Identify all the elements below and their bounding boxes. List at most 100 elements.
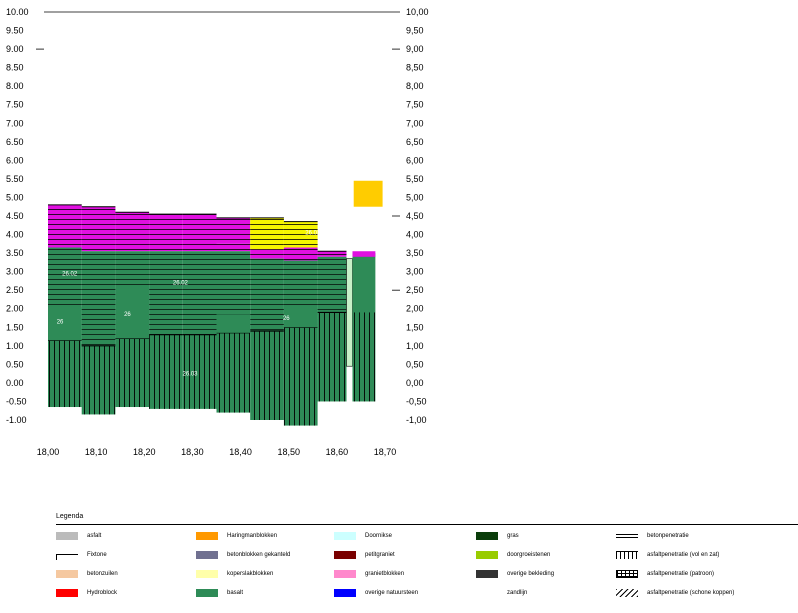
legend-swatch [616,534,638,538]
y-tick-left: -1.00 [6,415,27,425]
legend-item: betonzuilen [56,568,118,580]
legend-label: Doornikse [365,533,393,539]
legend-label: betonzuilen [87,571,118,577]
x-tick: 18,00 [37,447,60,457]
y-tick-left: 7.00 [6,118,24,128]
annotation-group: 26.02 26.02 26.02 26 26 26 26.03 [57,231,321,378]
layer-lower-hatch [250,330,284,420]
annotation-label: 26 [283,316,290,322]
y-tick-right: 7,00 [406,118,424,128]
layer-top-hatch [81,206,116,252]
legend-item: Hydroblock [56,587,117,599]
legend-swatch [56,589,78,597]
legend-item: koperslakblokken [196,568,273,580]
legend-item: asfalt [56,530,101,542]
y-tick-left: 5.50 [6,174,24,184]
y-tick-right: 1,00 [406,341,424,351]
y-tick-right: 5,50 [406,174,424,184]
y-tick-left: 6.50 [6,137,24,147]
legend-label: overige natuursteen [365,590,419,596]
layer-top-hatch [283,221,318,248]
annotation-label: 26.02 [305,231,321,237]
layer-top-hatch [115,212,150,252]
legend-swatch [476,551,498,559]
y-tick-left: 0.00 [6,378,24,388]
legend-label: asfaltpenetratie (patroon) [647,571,715,577]
y-tick-right: -0,50 [406,396,427,406]
y-tick-left: 8.50 [6,63,24,73]
layer-top-hatch [182,214,217,252]
y-tick-left: 3.50 [6,248,24,258]
legend-label: koperslakblokken [227,571,274,577]
legend-label: betonblokken gekanteld [227,552,291,558]
legend-item: betonpenetratie [616,530,689,542]
y-tick-right: 0,00 [406,378,424,388]
legend-swatch [196,551,218,559]
legend-swatch [56,570,78,578]
legend-label: asfaltpenetratie (schone koppen) [647,590,735,596]
y-tick-left: 0.50 [6,359,24,369]
layer-lower-hatch [48,340,82,408]
legend-swatch [616,570,638,578]
legend-label: Haringmanblokken [227,533,278,539]
layer-top-hatch [250,217,284,250]
legend-item: Haringmanblokken [196,530,277,542]
y-tick-right: 9,00 [406,44,424,54]
y-tick-left: 9.50 [6,26,24,36]
y-tick-right: 8,00 [406,81,424,91]
layer-lower-hatch [182,334,217,409]
y-tick-right: 4,00 [406,230,424,240]
y-tick-right: 7,50 [406,100,424,110]
pale-column [346,258,353,367]
legend-item: Fixtone [56,549,107,561]
layer-mid-hatch [283,247,318,261]
basalt-panel [283,305,318,328]
x-tick: 18,50 [277,447,300,457]
layer-top-hatch [149,214,183,252]
layer-lower-hatch [115,338,150,408]
layer-top-hatch [48,204,82,248]
layer-basalt-hatch [317,256,347,313]
layer-basalt-hatch [182,251,217,335]
legend-label: granietblokken [365,571,405,577]
orange-block [353,180,383,207]
legend-label: Hydroblock [87,590,118,596]
legend-item: petitgraniet [334,549,395,561]
legend-item: doorgroeistenen [476,549,550,561]
legend-swatch [334,589,356,597]
y-tick-left: 5.00 [6,192,24,202]
legend-item: betonblokken gekanteld [196,549,290,561]
legend-item: asfaltpenetratie (patroon) [616,568,714,580]
legend-swatch [616,589,638,597]
right-strip-hatch [352,312,376,402]
x-tick: 18,20 [133,447,156,457]
legend-divider [56,524,798,525]
bars-group [48,180,383,426]
right-strip-top [352,251,376,257]
legend-swatch [616,551,638,559]
legend-label: petitgraniet [365,552,395,558]
annotation-label: 26.02 [62,271,78,277]
layer-lower-hatch [216,332,251,413]
y-tick-left: 4.00 [6,230,24,240]
legend-item: overige bekleding [476,568,554,580]
y-tick-right: 0,50 [406,359,424,369]
annotation-label: 26 [57,320,64,326]
legend-swatch [196,570,218,578]
legend-swatch [334,570,356,578]
y-tick-right: 2,00 [406,304,424,314]
layer-mid-hatch [250,249,284,259]
y-tick-right: 8,50 [406,63,424,73]
y-tick-right: 3,50 [406,248,424,258]
annotation-label: 26.03 [183,371,199,377]
layer-lower-hatch [149,334,183,409]
y-tick-right: -1,00 [406,415,427,425]
legend-label: Fixtone [87,552,107,558]
legend-label: betonpenetratie [647,533,689,539]
axes-group: 10.00 10,00 9.50 9,50 9.00 9,00 8.50 8,50 8.00 8,… [6,7,429,457]
y-tick-left: 9.00 [6,44,24,54]
legend-label: doorgroeistenen [507,552,551,558]
legend-label: asfalt [87,533,102,539]
layer-basalt-hatch [81,251,116,346]
y-tick-left: 2.50 [6,285,24,295]
